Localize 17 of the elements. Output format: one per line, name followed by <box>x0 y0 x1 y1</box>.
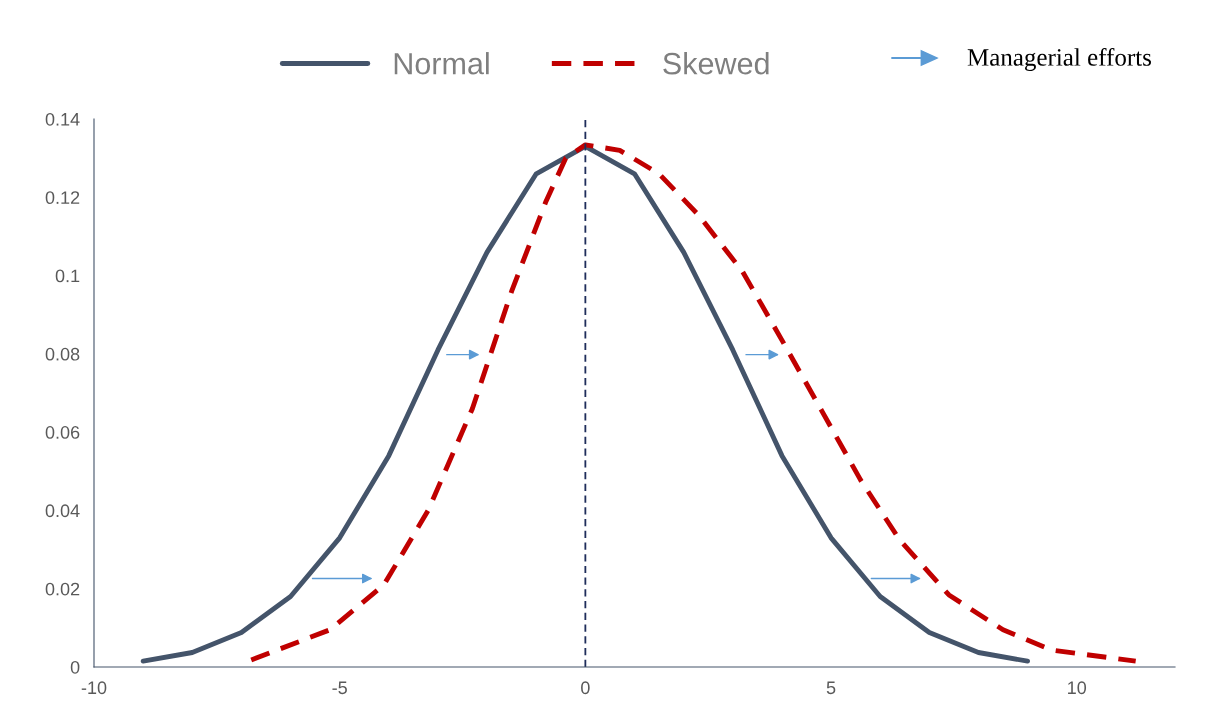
y-tick-label: 0 <box>70 660 80 674</box>
legend-label: Skewed <box>663 52 769 75</box>
y-tick-label: 0.08 <box>45 347 80 361</box>
x-tick-label: -5 <box>332 681 347 695</box>
x-tick-label: 0 <box>581 681 590 695</box>
text: Managerial efforts <box>967 48 1151 71</box>
y-tick-label: 0.04 <box>45 504 80 518</box>
legend-label: Normal <box>394 52 489 75</box>
x-tick-label: 5 <box>826 681 836 695</box>
y-tick-label: 0.12 <box>45 191 80 205</box>
y-tick-label: 0.02 <box>45 582 80 596</box>
line-series <box>248 142 1139 664</box>
y-tick-label: 0.14 <box>45 112 80 126</box>
x-tick-label: 10 <box>1068 681 1087 695</box>
x-tick-label: -10 <box>81 681 107 695</box>
y-tick-label: 0.06 <box>45 426 80 439</box>
y-tick-label: 0.1 <box>55 269 80 283</box>
